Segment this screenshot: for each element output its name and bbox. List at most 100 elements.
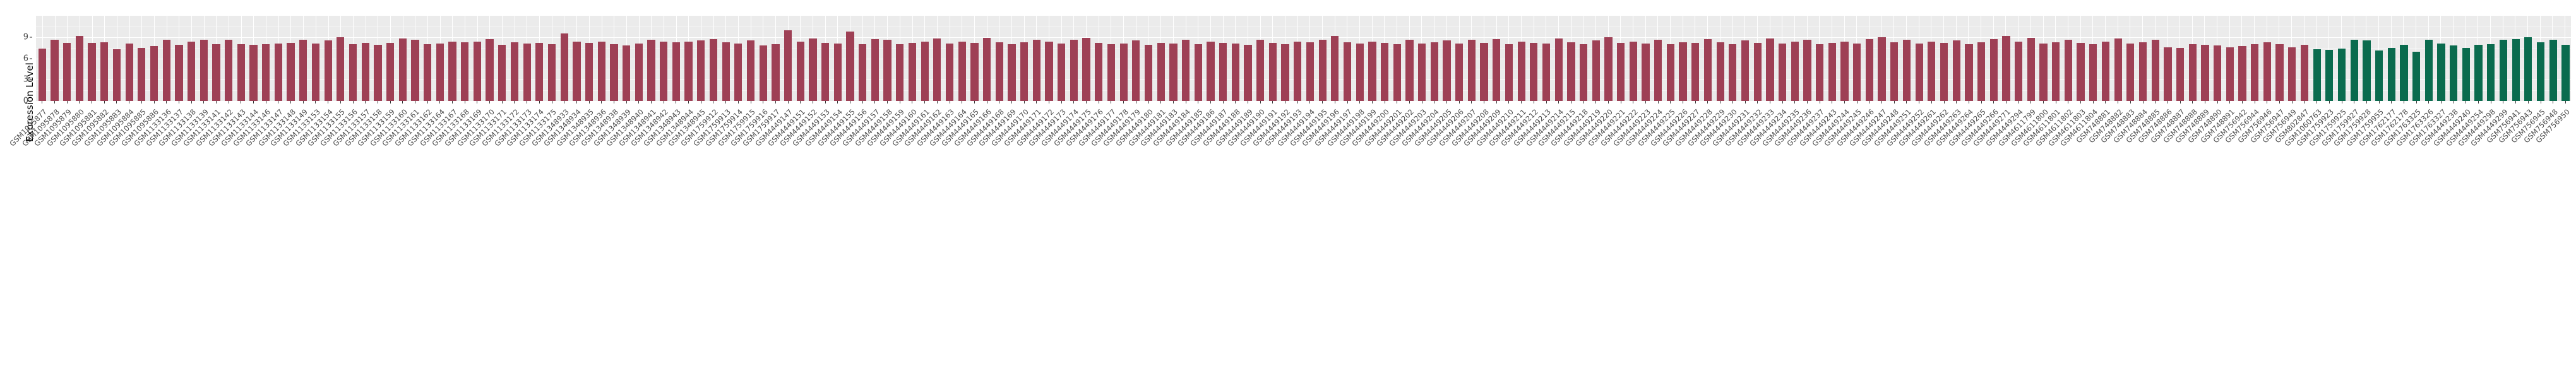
bar-slot[interactable] — [2125, 16, 2137, 101]
bar[interactable] — [921, 41, 929, 101]
bar-slot[interactable] — [1142, 16, 1155, 101]
bar-slot[interactable] — [794, 16, 807, 101]
bar-slot[interactable] — [1378, 16, 1391, 101]
bar-slot[interactable] — [1503, 16, 1515, 101]
bar-slot[interactable] — [1068, 16, 1080, 101]
bar-slot[interactable] — [110, 16, 123, 101]
bar-slot[interactable] — [1304, 16, 1316, 101]
bar-slot[interactable] — [1652, 16, 1664, 101]
bar[interactable] — [573, 41, 581, 101]
bar-slot[interactable] — [583, 16, 595, 101]
bar-slot[interactable] — [1590, 16, 1602, 101]
bar-slot[interactable] — [1677, 16, 1690, 101]
bar-slot[interactable] — [993, 16, 1006, 101]
bar[interactable] — [1082, 37, 1090, 101]
bar-slot[interactable] — [235, 16, 247, 101]
bar-slot[interactable] — [1975, 16, 1988, 101]
bar[interactable] — [1617, 42, 1625, 101]
bar-slot[interactable] — [770, 16, 782, 101]
bar-slot[interactable] — [434, 16, 446, 101]
bar-slot[interactable] — [683, 16, 695, 101]
bar[interactable] — [1816, 44, 1824, 101]
bar[interactable] — [2400, 45, 2408, 101]
bar[interactable] — [424, 44, 432, 101]
bar-slot[interactable] — [2335, 16, 2348, 101]
bar[interactable] — [684, 41, 693, 101]
bar[interactable] — [660, 41, 668, 101]
bar[interactable] — [1853, 43, 1861, 101]
bar-slot[interactable] — [1130, 16, 1143, 101]
bar-slot[interactable] — [1404, 16, 1416, 101]
bar-slot[interactable] — [1950, 16, 1963, 101]
bar[interactable] — [2288, 47, 2296, 101]
bar-slot[interactable] — [645, 16, 658, 101]
bar-slot[interactable] — [1080, 16, 1093, 101]
bar-slot[interactable] — [1776, 16, 1789, 101]
bar-slot[interactable] — [1714, 16, 1727, 101]
bar[interactable] — [1840, 41, 1849, 101]
bar-slot[interactable] — [1030, 16, 1043, 101]
bar-slot[interactable] — [1863, 16, 1876, 101]
bar-slot[interactable] — [247, 16, 260, 101]
bar-slot[interactable] — [1839, 16, 1851, 101]
bar[interactable] — [2313, 49, 2321, 101]
bar[interactable] — [597, 41, 605, 101]
bar-slot[interactable] — [2435, 16, 2448, 101]
bar-slot[interactable] — [620, 16, 633, 101]
bar[interactable] — [1778, 43, 1787, 101]
bar[interactable] — [2337, 48, 2346, 101]
bar[interactable] — [2437, 43, 2445, 101]
bar-slot[interactable] — [2174, 16, 2186, 101]
bar[interactable] — [1045, 41, 1053, 101]
bar[interactable] — [1828, 42, 1836, 101]
bar[interactable] — [2363, 40, 2371, 101]
bar-slot[interactable] — [285, 16, 297, 101]
bar-slot[interactable] — [1627, 16, 1640, 101]
bar[interactable] — [337, 37, 345, 101]
bar-slot[interactable] — [508, 16, 521, 101]
bar-slot[interactable] — [1018, 16, 1030, 101]
bar[interactable] — [1144, 45, 1153, 101]
bar[interactable] — [1741, 40, 1750, 101]
bar[interactable] — [2214, 45, 2222, 101]
bar-slot[interactable] — [359, 16, 372, 101]
bar-slot[interactable] — [1727, 16, 1739, 101]
bar[interactable] — [448, 41, 456, 101]
bar-slot[interactable] — [1391, 16, 1404, 101]
bar-slot[interactable] — [1938, 16, 1950, 101]
bar[interactable] — [1368, 41, 1376, 101]
bar[interactable] — [697, 40, 705, 101]
bar-slot[interactable] — [1043, 16, 1056, 101]
bar-slot[interactable] — [73, 16, 86, 101]
bar-slot[interactable] — [2361, 16, 2373, 101]
bar[interactable] — [1443, 40, 1451, 101]
bar-slot[interactable] — [322, 16, 335, 101]
bar-slot[interactable] — [1105, 16, 1118, 101]
bar-slot[interactable] — [1515, 16, 1528, 101]
bar[interactable] — [1878, 37, 1886, 101]
bar-slot[interactable] — [720, 16, 732, 101]
bar[interactable] — [486, 39, 494, 101]
bar-slot[interactable] — [2236, 16, 2249, 101]
bar[interactable] — [709, 39, 718, 101]
bar-slot[interactable] — [546, 16, 558, 101]
bar[interactable] — [1977, 42, 1986, 101]
bar-slot[interactable] — [1963, 16, 1976, 101]
bar[interactable] — [1530, 42, 1538, 101]
bar[interactable] — [274, 43, 282, 101]
bar-slot[interactable] — [2075, 16, 2087, 101]
bar-slot[interactable] — [1167, 16, 1180, 101]
bar-slot[interactable] — [571, 16, 583, 101]
bar[interactable] — [2027, 37, 2035, 101]
bar-slot[interactable] — [919, 16, 931, 101]
bar-slot[interactable] — [160, 16, 173, 101]
bar-slot[interactable] — [1664, 16, 1677, 101]
bar[interactable] — [2201, 45, 2209, 101]
bar-slot[interactable] — [881, 16, 894, 101]
bar[interactable] — [51, 40, 59, 101]
bar-slot[interactable] — [893, 16, 906, 101]
bar-slot[interactable] — [2547, 16, 2560, 101]
bar-slot[interactable] — [36, 16, 49, 101]
bar-slot[interactable] — [1092, 16, 1105, 101]
bar-slot[interactable] — [969, 16, 981, 101]
